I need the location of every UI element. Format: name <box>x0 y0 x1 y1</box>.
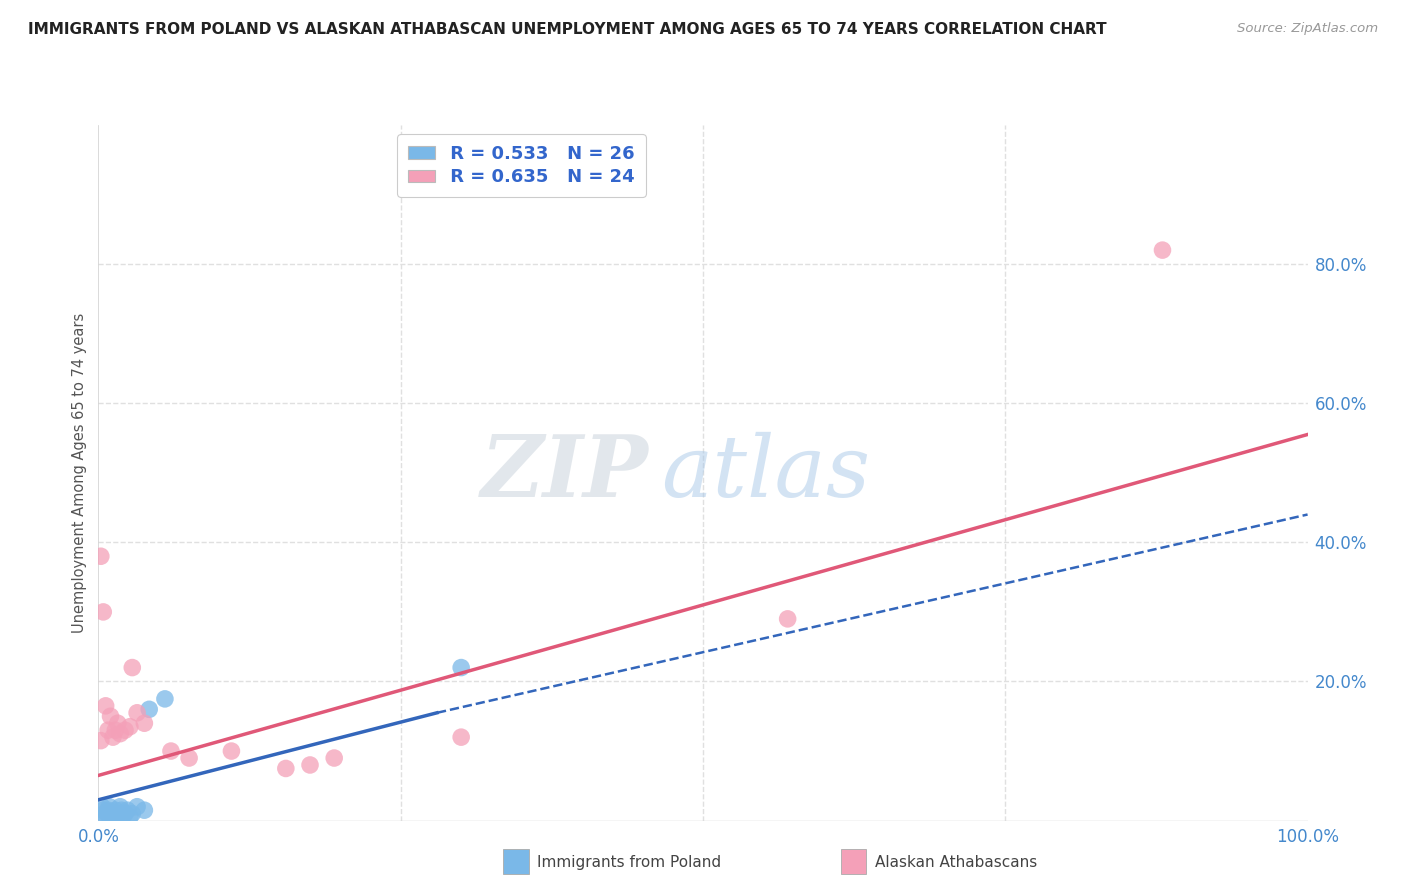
Point <box>776 612 799 626</box>
Point <box>105 810 128 824</box>
Point <box>111 810 134 824</box>
Point <box>153 692 176 706</box>
Point <box>103 806 125 821</box>
Point <box>323 751 346 765</box>
Point <box>117 803 139 817</box>
Point <box>100 709 122 723</box>
Point <box>107 716 129 731</box>
Point <box>121 806 143 821</box>
Legend:  R = 0.533   N = 26,  R = 0.635   N = 24: R = 0.533 N = 26, R = 0.635 N = 24 <box>398 134 645 197</box>
Point <box>108 799 131 814</box>
Point <box>98 799 121 814</box>
Point <box>108 726 131 740</box>
Point <box>127 706 149 720</box>
Point <box>121 660 143 674</box>
Point <box>104 803 127 817</box>
Point <box>298 758 321 772</box>
Point <box>450 660 472 674</box>
Point <box>100 810 122 824</box>
Point <box>134 716 156 731</box>
Point <box>114 806 136 821</box>
Text: Alaskan Athabascans: Alaskan Athabascans <box>875 855 1036 870</box>
Point <box>101 810 124 824</box>
Point <box>127 799 149 814</box>
Point <box>160 744 183 758</box>
Point <box>104 723 127 738</box>
Point <box>90 549 112 564</box>
Point <box>221 744 243 758</box>
Point <box>91 799 114 814</box>
Text: Source: ZipAtlas.com: Source: ZipAtlas.com <box>1237 22 1378 36</box>
Point <box>93 806 115 821</box>
Y-axis label: Unemployment Among Ages 65 to 74 years: Unemployment Among Ages 65 to 74 years <box>72 312 87 633</box>
Point <box>118 810 141 824</box>
Point <box>94 810 117 824</box>
Point <box>110 803 132 817</box>
Point <box>107 806 129 821</box>
Point <box>97 723 120 738</box>
Point <box>90 733 112 747</box>
Point <box>274 761 297 775</box>
Point <box>96 806 118 821</box>
Point <box>94 698 117 713</box>
Point <box>114 723 136 738</box>
Point <box>118 720 141 734</box>
Text: IMMIGRANTS FROM POLAND VS ALASKAN ATHABASCAN UNEMPLOYMENT AMONG AGES 65 TO 74 YE: IMMIGRANTS FROM POLAND VS ALASKAN ATHABA… <box>28 22 1107 37</box>
Point <box>97 803 120 817</box>
Text: Immigrants from Poland: Immigrants from Poland <box>537 855 721 870</box>
Text: atlas: atlas <box>661 432 870 514</box>
Point <box>100 806 122 821</box>
Point <box>450 730 472 744</box>
Point <box>1152 243 1174 257</box>
Point <box>177 751 201 765</box>
Point <box>101 730 124 744</box>
Point <box>138 702 160 716</box>
Point <box>91 803 114 817</box>
Text: ZIP: ZIP <box>481 431 648 515</box>
Point <box>91 605 114 619</box>
Point <box>134 803 156 817</box>
